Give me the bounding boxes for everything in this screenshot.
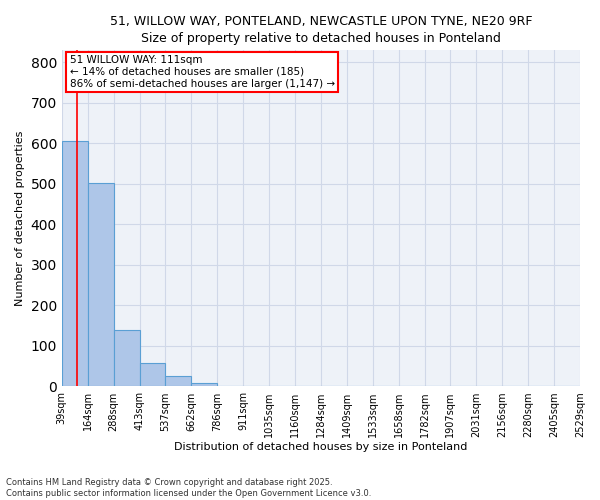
Bar — [166, 376, 191, 386]
X-axis label: Distribution of detached houses by size in Ponteland: Distribution of detached houses by size … — [174, 442, 467, 452]
Bar — [62, 140, 88, 386]
Bar — [88, 183, 113, 386]
Text: 51 WILLOW WAY: 111sqm
← 14% of detached houses are smaller (185)
86% of semi-det: 51 WILLOW WAY: 111sqm ← 14% of detached … — [70, 56, 335, 88]
Bar — [191, 383, 217, 386]
Text: Contains HM Land Registry data © Crown copyright and database right 2025.
Contai: Contains HM Land Registry data © Crown c… — [6, 478, 371, 498]
Title: 51, WILLOW WAY, PONTELAND, NEWCASTLE UPON TYNE, NE20 9RF
Size of property relati: 51, WILLOW WAY, PONTELAND, NEWCASTLE UPO… — [110, 15, 532, 45]
Bar — [113, 330, 140, 386]
Bar — [140, 364, 166, 386]
Y-axis label: Number of detached properties: Number of detached properties — [15, 130, 25, 306]
